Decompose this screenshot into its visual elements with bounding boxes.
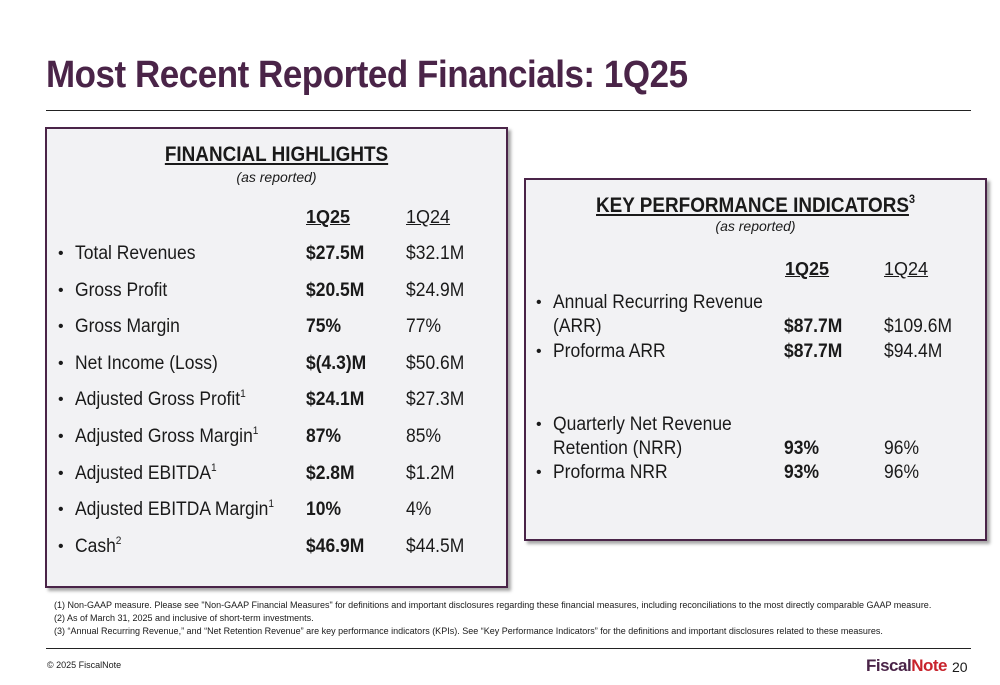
kpi-col-1q25: 1Q25 (785, 259, 830, 279)
fh-row-1q25: 75% (306, 316, 341, 337)
fh-row-1q24: $1.2M (406, 463, 455, 484)
footnote-3: (3) “Annual Recurring Revenue,” and “Net… (54, 626, 883, 636)
kpi-panel: KEY PERFORMANCE INDICATORS3 (as reported… (524, 178, 987, 541)
fh-row-1q25: $27.5M (306, 243, 365, 264)
kpi-arr-label-1: Annual Recurring Revenue (553, 292, 763, 313)
fh-row-1q24: $32.1M (406, 243, 465, 264)
kpi-nrr-label-1: Quarterly Net Revenue (553, 414, 732, 435)
page-number: 20 (952, 659, 968, 675)
footnote-2: (2) As of March 31, 2025 and inclusive o… (54, 613, 314, 623)
fh-row-label: Gross Margin (75, 316, 180, 337)
fh-row-1q24: 4% (406, 499, 432, 520)
footer-divider (46, 648, 971, 649)
footnotes: (1) Non-GAAP measure. Please see "Non-GA… (54, 599, 931, 638)
bullet: • (58, 428, 64, 445)
fh-row-1q25: $20.5M (306, 280, 365, 301)
bullet: • (58, 538, 64, 555)
kpi-heading: KEY PERFORMANCE INDICATORS3 (596, 192, 915, 217)
kpi-nrr-1q25: 93% (784, 438, 819, 459)
copyright: © 2025 FiscalNote (47, 660, 122, 670)
kpi-nrr-1q24: 96% (884, 438, 919, 459)
fh-row-1q25: 87% (306, 426, 341, 447)
fh-row-1q24: $50.6M (406, 353, 465, 374)
kpi-heading-footnote: 3 (908, 192, 915, 206)
fh-col-1q24: 1Q24 (406, 207, 451, 227)
kpi-proforma-arr-1q24: $94.4M (884, 341, 943, 362)
kpi-arr-1q25: $87.7M (784, 316, 843, 337)
fh-row-1q25: $46.9M (306, 536, 365, 557)
bullet: • (536, 464, 542, 481)
bullet: • (536, 343, 542, 360)
bullet: • (536, 294, 542, 311)
bullet: • (58, 318, 64, 335)
financial-highlights-heading: FINANCIAL HIGHLIGHTS (164, 143, 389, 166)
fh-row-1q24: 85% (406, 426, 441, 447)
kpi-subheading: (as reported) (715, 218, 796, 234)
fh-row-1q24: 77% (406, 316, 441, 337)
kpi-proforma-arr-label: Proforma ARR (553, 341, 666, 362)
fh-row-label: Gross Profit (75, 280, 168, 301)
kpi-nrr-label-2: Retention (NRR) (553, 438, 683, 459)
fh-row-label: Adjusted EBITDA Margin1 (75, 498, 274, 521)
title-divider (46, 110, 971, 111)
kpi-arr-1q24: $109.6M (884, 316, 953, 337)
fh-col-1q25: 1Q25 (306, 207, 351, 227)
bullet: • (58, 501, 64, 518)
fh-row-1q25: 10% (306, 499, 341, 520)
kpi-proforma-nrr-label: Proforma NRR (553, 462, 668, 483)
kpi-arr-label-2: (ARR) (553, 316, 602, 337)
bullet: • (58, 465, 64, 482)
fh-row-1q24: $24.9M (406, 280, 465, 301)
bullet: • (58, 355, 64, 372)
fh-row-label: Net Income (Loss) (75, 353, 218, 374)
fh-row-label: Adjusted Gross Profit1 (75, 388, 246, 411)
fh-row-1q24: $44.5M (406, 536, 465, 557)
financial-highlights-subheading: (as reported) (236, 169, 317, 185)
kpi-proforma-arr-1q25: $87.7M (784, 341, 843, 362)
fh-row-1q25: $24.1M (306, 389, 365, 410)
fiscalnote-logo: FiscalNote (866, 656, 947, 675)
fh-row-1q25: $(4.3)M (306, 353, 367, 374)
fh-row-1q25: $2.8M (306, 463, 355, 484)
bullet: • (58, 245, 64, 262)
footnote-1: (1) Non-GAAP measure. Please see "Non-GA… (54, 600, 932, 610)
kpi-proforma-nrr-1q24: 96% (884, 462, 919, 483)
fh-row-label: Cash2 (75, 535, 122, 558)
fh-row-label: Adjusted EBITDA1 (75, 462, 217, 485)
kpi-proforma-nrr-1q25: 93% (784, 462, 819, 483)
fh-row-label: Adjusted Gross Margin1 (75, 425, 259, 448)
bullet: • (536, 416, 542, 433)
fh-row-1q24: $27.3M (406, 389, 465, 410)
fh-row-label: Total Revenues (75, 243, 196, 264)
bullet: • (58, 391, 64, 408)
bullet: • (58, 282, 64, 299)
kpi-col-1q24: 1Q24 (884, 259, 929, 279)
financial-highlights-panel: FINANCIAL HIGHLIGHTS (as reported) 1Q25 … (45, 127, 508, 588)
page-title: Most Recent Reported Financials: 1Q25 (46, 54, 688, 96)
